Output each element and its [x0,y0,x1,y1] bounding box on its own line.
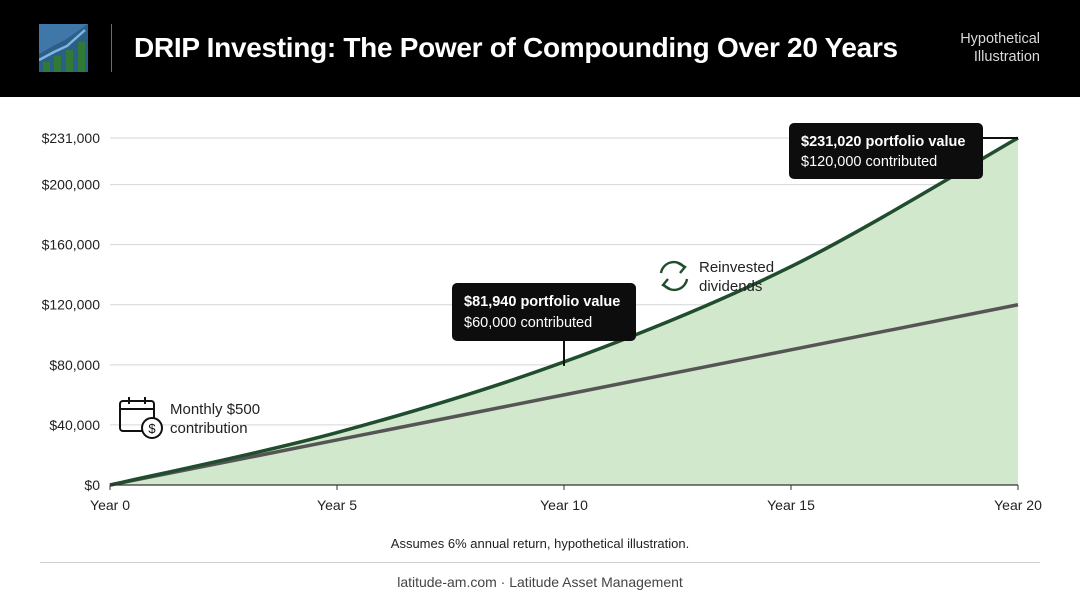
callout-value-label: $231,020 portfolio value [801,134,965,150]
footer-divider [40,562,1040,563]
growth-area-fill [110,137,1018,485]
callout-value-label: $81,940 portfolio value [464,294,620,310]
callout-contributed-label: $60,000 contributed [464,315,592,331]
refresh-arrow-bottom [661,278,671,291]
drip-area-chart: $0 $40,000 $80,000 $120,000 $160,000 $200,000… [42,123,1042,513]
reinvested-label-line1: Reinvested [699,259,774,276]
y-tick-label: $40,000 [49,417,100,433]
page-title: DRIP Investing: The Power of Compounding… [134,32,898,63]
refresh-arrow-top [677,261,687,274]
callout-box [789,123,983,179]
x-tick-label: Year 5 [317,497,357,513]
y-tick-label: $160,000 [42,237,101,253]
callout-contributed-label: $120,000 contributed [801,154,937,170]
y-tick-label: $200,000 [42,177,101,193]
dollar-sign: $ [148,421,156,436]
header-note: Hypothetical Illustration [900,30,1040,66]
y-tick-label: $0 [84,477,100,493]
y-tick-label: $80,000 [49,357,100,373]
x-tick-label: Year 0 [90,497,130,513]
contribution-line [109,303,1019,487]
chart-footnote: Assumes 6% annual return, hypothetical i… [390,536,690,551]
header-note-line1: Hypothetical [960,31,1040,47]
x-tick-label: Year 15 [767,497,815,513]
x-tick-label: Year 10 [540,497,588,513]
contribution-label-line2: contribution [170,420,248,437]
growth-chart-logo-icon [39,24,88,72]
header-note-line2: Illustration [973,49,1040,65]
header-bar: DRIP Investing: The Power of Compounding… [0,0,1080,97]
reinvested-label-line2: dividends [699,278,762,295]
header-divider [111,24,112,72]
source-credit: latitude-am.com · Latitude Asset Managem… [397,574,683,590]
calendar-dollar-icon: $ [119,397,163,439]
refresh-icon [659,260,689,292]
callout-box [452,283,636,341]
y-tick-label: $231,000 [42,130,101,146]
coin-circle [141,417,163,439]
x-tick-label: Year 20 [994,497,1042,513]
y-tick-label: $120,000 [42,297,101,313]
calendar-body [119,400,155,432]
contribution-label-line1: Monthly $500 [170,401,260,418]
